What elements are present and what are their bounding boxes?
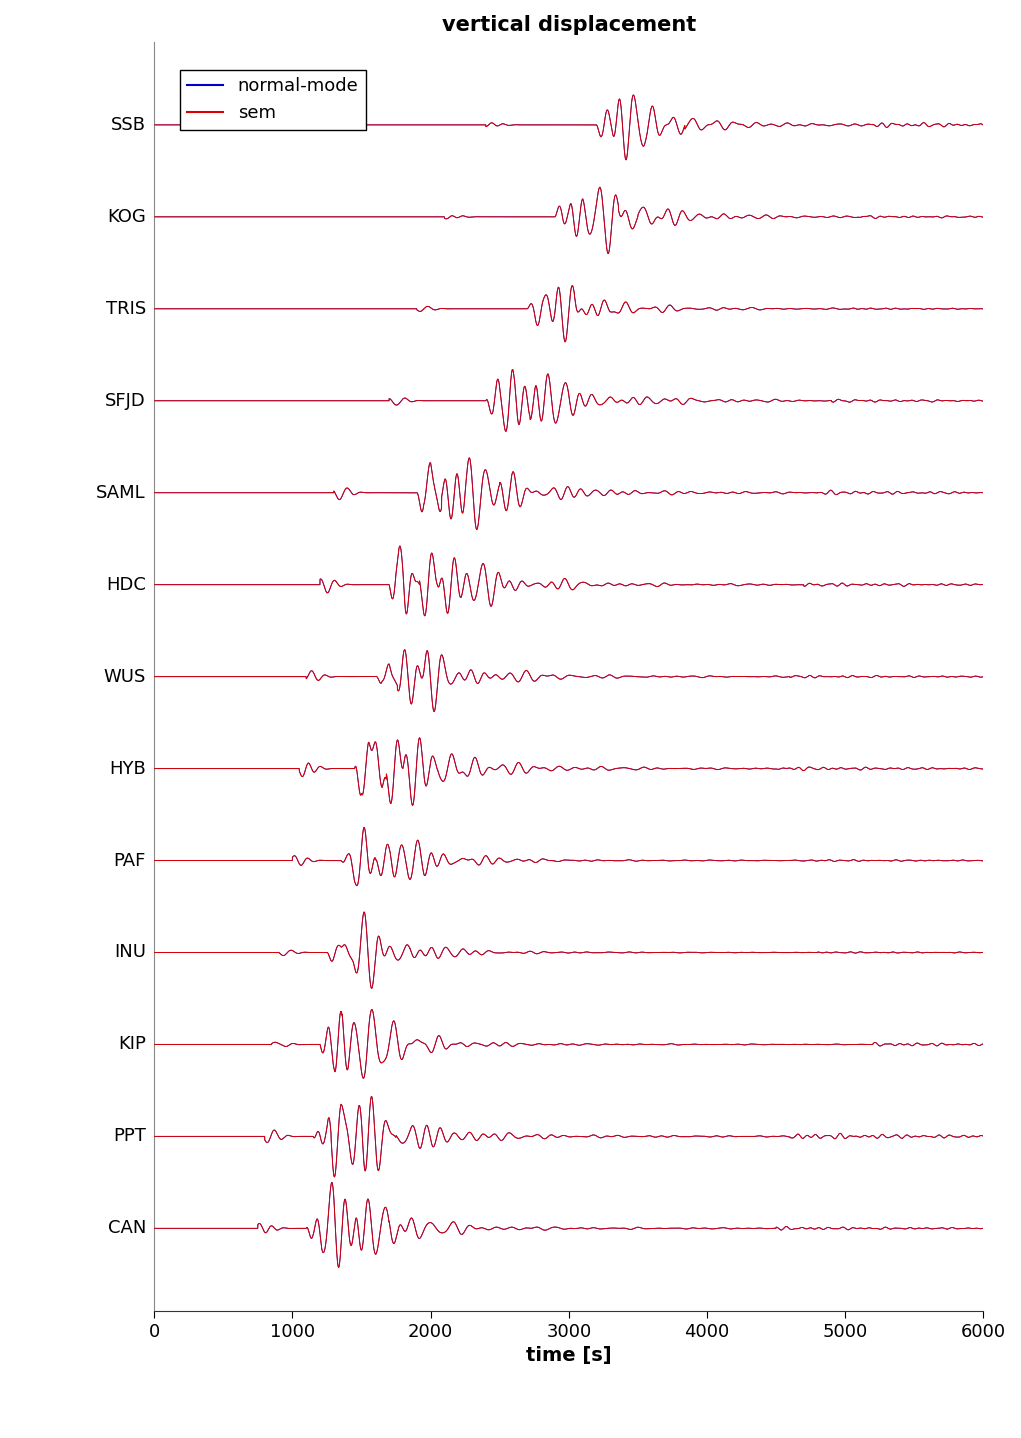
Text: SAML: SAML [96, 483, 146, 502]
X-axis label: time [s]: time [s] [526, 1346, 612, 1366]
Text: WUS: WUS [103, 667, 146, 686]
Text: SFJD: SFJD [105, 391, 146, 410]
Text: KOG: KOG [107, 209, 146, 226]
Text: INU: INU [114, 943, 146, 962]
Text: HYB: HYB [109, 759, 146, 778]
Text: HDC: HDC [106, 575, 146, 594]
Text: SSB: SSB [111, 116, 146, 134]
Text: PPT: PPT [113, 1127, 146, 1146]
Legend: normal-mode, sem: normal-mode, sem [180, 70, 366, 129]
Text: TRIS: TRIS [106, 299, 146, 318]
Text: KIP: KIP [118, 1035, 146, 1054]
Title: vertical displacement: vertical displacement [442, 14, 696, 35]
Text: PAF: PAF [113, 851, 146, 870]
Text: CAN: CAN [107, 1219, 146, 1237]
